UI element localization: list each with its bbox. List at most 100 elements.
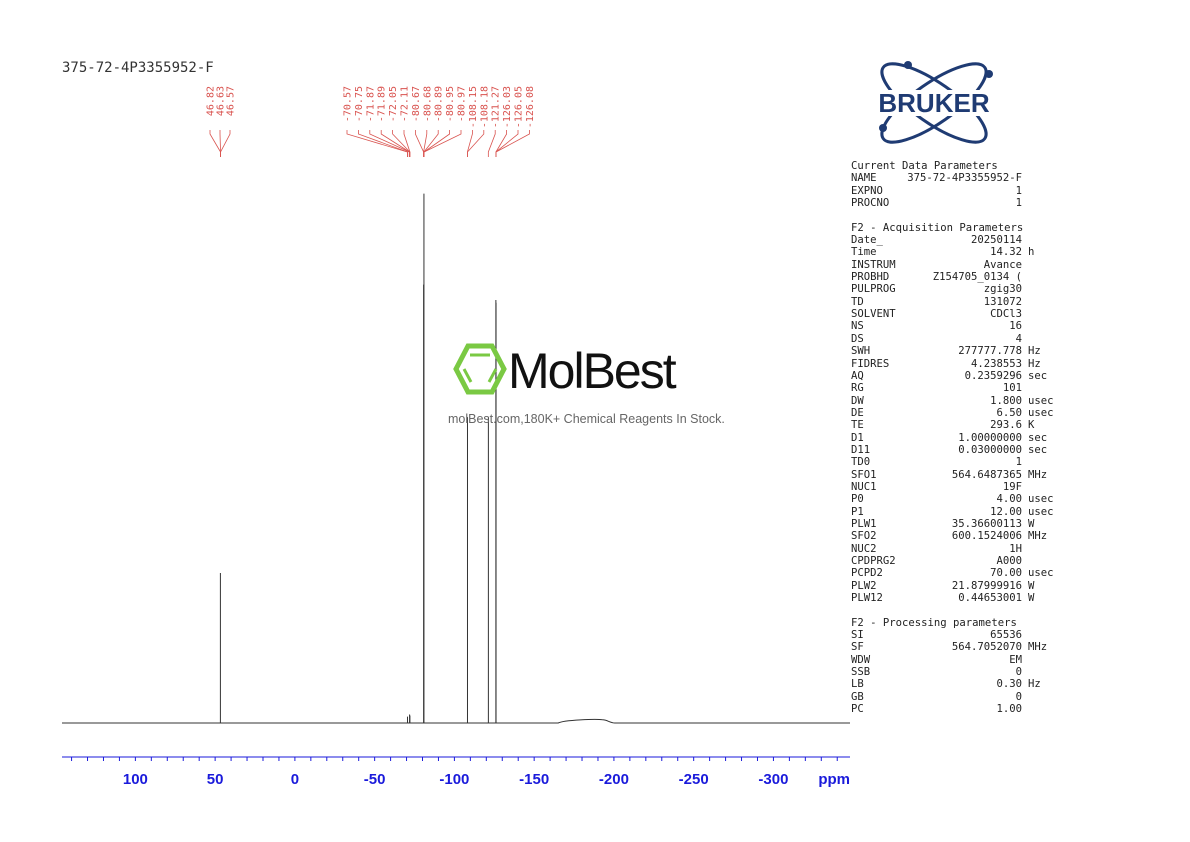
- parameter-value: 1.800: [990, 394, 1022, 407]
- parameter-value: 65536: [990, 629, 1022, 642]
- peak-label: -126.08: [525, 86, 536, 128]
- peak-label-leader: [495, 130, 507, 157]
- bruker-logo: BRUKER: [849, 58, 1019, 155]
- parameter-label: AQ: [851, 369, 864, 382]
- parameter-label: SWH: [851, 345, 871, 358]
- parameter-label: D11: [851, 443, 871, 456]
- parameter-unit: sec: [1028, 443, 1048, 456]
- current-params-title: Current Data Parameters: [851, 160, 998, 172]
- parameter-label: PLW12: [851, 592, 883, 605]
- parameter-row: INSTRUM Avance: [851, 259, 1023, 271]
- parameter-row: NAME 375-72-4P3355952-F: [851, 172, 1023, 184]
- x-tick-label: 50: [207, 771, 224, 788]
- parameter-row: NS 16: [851, 320, 1023, 332]
- parameter-label: SF: [851, 641, 864, 654]
- parameter-value: 0.2359296: [964, 369, 1022, 382]
- parameter-row: P0 4.00 usec: [851, 493, 1054, 506]
- parameter-label: NS: [851, 320, 864, 333]
- parameter-row: SSB 0: [851, 666, 1023, 678]
- x-tick-label: -150: [519, 771, 549, 788]
- parameter-value: A000: [996, 555, 1022, 567]
- parameter-label: PLW2: [851, 579, 877, 592]
- parameter-row: LB 0.30 Hz: [851, 678, 1041, 691]
- parameter-value: 4: [1015, 332, 1022, 345]
- peak-label: -80.67: [411, 86, 422, 122]
- parameter-value: 0: [1015, 666, 1022, 679]
- parameter-unit: W: [1028, 517, 1035, 530]
- parameter-value: EM: [1009, 653, 1022, 666]
- peak-label: -80.68: [422, 86, 433, 122]
- peak-label: -71.89: [377, 86, 388, 122]
- parameter-value: CDCl3: [990, 308, 1022, 321]
- parameter-row: DE 6.50 usec: [851, 407, 1054, 419]
- parameter-label: PCPD2: [851, 567, 883, 580]
- watermark-tagline: molBest.com,180K+ Chemical Reagents In S…: [448, 412, 725, 426]
- peak-label-leader: [346, 130, 408, 157]
- parameter-unit: usec: [1028, 406, 1054, 419]
- peak-label: -80.95: [445, 86, 456, 122]
- parameter-row: DW 1.800 usec: [851, 394, 1054, 407]
- peak-label-leader: [467, 130, 473, 157]
- parameter-value: Avance: [983, 258, 1022, 271]
- parameter-row: AQ 0.2359296 sec: [851, 369, 1047, 382]
- parameter-value: 0: [1015, 690, 1022, 703]
- parameter-label: SOLVENT: [851, 308, 896, 321]
- parameter-value: 4.238553: [970, 357, 1022, 370]
- parameter-row: TD 131072: [851, 296, 1023, 308]
- peak-label: -70.75: [354, 86, 365, 122]
- parameter-value: 0.44653001: [958, 592, 1022, 605]
- parameter-unit: usec: [1028, 394, 1054, 407]
- parameter-value: 564.7052070: [951, 641, 1022, 654]
- parameter-value: 1: [1015, 456, 1022, 469]
- x-tick-label: -200: [599, 771, 629, 788]
- parameter-row: CPDPRG2 A000: [851, 555, 1023, 567]
- parameter-unit: Hz: [1028, 357, 1041, 370]
- peak-label: -72.11: [400, 86, 411, 122]
- parameter-unit: Hz: [1028, 345, 1041, 358]
- parameter-unit: MHz: [1028, 641, 1048, 654]
- peak-label: 46.57: [226, 86, 237, 116]
- parameter-unit: usec: [1028, 567, 1054, 580]
- parameter-label: LB: [851, 678, 864, 691]
- parameter-row: D1 1.00000000 sec: [851, 431, 1047, 444]
- parameter-label: TD: [851, 295, 864, 308]
- peak-label: -72.05: [388, 86, 399, 122]
- peak-label: -126.05: [514, 86, 525, 128]
- parameter-value: zgig30: [983, 283, 1022, 296]
- spectrum-baseline: [62, 718, 850, 724]
- parameter-value: 35.36600113: [951, 517, 1022, 530]
- parameter-value: 1.00: [996, 703, 1022, 716]
- parameter-value: 4.00: [996, 493, 1022, 506]
- parameter-value: 21.87999916: [951, 579, 1022, 592]
- parameter-label: TD0: [851, 456, 871, 469]
- parameter-value: 564.6487365: [951, 468, 1022, 481]
- x-tick-label: -100: [439, 771, 469, 788]
- parameter-row: GB 0: [851, 691, 1023, 703]
- parameter-value: 1: [1015, 197, 1022, 210]
- parameter-label: PROCNO: [851, 197, 890, 210]
- parameters-panel: Current Data Parameters NAME 375-72-4P3355…: [851, 160, 1054, 716]
- parameter-row: TD0 1: [851, 456, 1023, 468]
- parameter-row: SI 65536: [851, 629, 1023, 641]
- x-tick-label: 0: [291, 771, 299, 788]
- parameter-row: FIDRES 4.238553 Hz: [851, 357, 1041, 370]
- parameter-value: 12.00: [990, 505, 1022, 518]
- parameter-value: Z154705_0134 (: [932, 271, 1022, 284]
- parameter-label: TE: [851, 419, 864, 432]
- parameter-row: SOLVENT CDCl3: [851, 308, 1023, 320]
- parameter-label: D1: [851, 431, 864, 444]
- peak-label-leader: [358, 130, 409, 157]
- parameter-value: 293.6: [990, 419, 1022, 432]
- parameter-label: SSB: [851, 666, 871, 679]
- parameter-label: SFO2: [851, 530, 877, 543]
- parameter-label: SI: [851, 629, 864, 642]
- parameter-row: SF 564.7052070 MHz: [851, 641, 1047, 654]
- parameter-value: 101: [1002, 382, 1022, 395]
- parameter-value: 14.32: [990, 246, 1022, 259]
- peak-label: 46.63: [216, 86, 227, 116]
- x-tick-label: -300: [758, 771, 788, 788]
- parameter-row: PLW1 35.36600113 W: [851, 517, 1034, 530]
- parameter-label: NUC2: [851, 542, 877, 555]
- parameter-value: 1H: [1009, 542, 1022, 555]
- parameter-label: PROBHD: [851, 271, 890, 284]
